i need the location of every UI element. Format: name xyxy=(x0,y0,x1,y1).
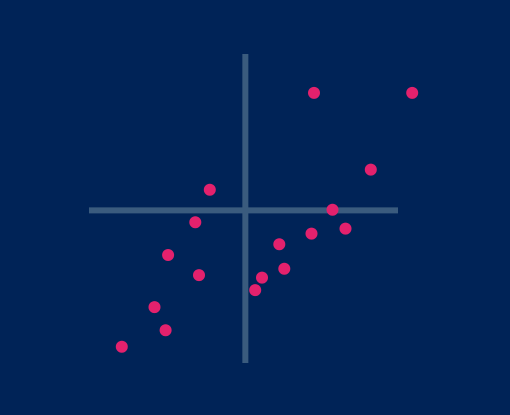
data-point xyxy=(193,269,205,282)
data-point xyxy=(278,262,291,275)
data-point xyxy=(249,284,262,297)
data-point xyxy=(326,203,339,216)
data-point xyxy=(256,271,268,284)
data-point xyxy=(162,249,175,261)
data-point xyxy=(305,227,318,240)
data-point xyxy=(189,216,202,229)
data-point xyxy=(148,301,161,314)
data-point xyxy=(203,183,216,196)
data-point xyxy=(273,238,286,251)
data-point xyxy=(115,340,128,353)
data-point xyxy=(339,222,352,235)
data-point xyxy=(159,324,172,337)
data-point xyxy=(308,86,320,99)
data-point xyxy=(406,86,419,99)
data-point xyxy=(364,163,377,176)
data-points xyxy=(115,86,419,353)
